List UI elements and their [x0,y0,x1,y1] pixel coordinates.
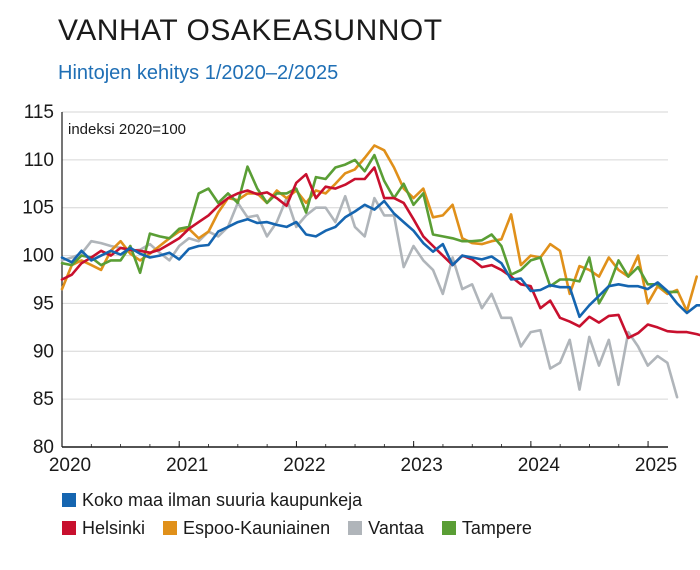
x-tick-label: 2021 [166,455,208,476]
legend-label: Helsinki [82,517,146,538]
series-line-tampere [60,153,679,305]
y-tick-label: 100 [22,246,54,267]
y-tick-label: 95 [33,293,54,314]
legend-label: Koko maa ilman suuria kaupunkeja [82,489,363,510]
x-tick-label: 2020 [49,455,91,476]
line-chart: 80 85 90 95 100 105 110 115 2020 2021 2022 2023 2024… [22,102,700,476]
legend-swatch [62,493,76,507]
chart-subtitle: Hintojen kehitys 1/2020–2/2025 [58,62,339,84]
series-line-helsinki [60,166,700,340]
x-tick-label: 2023 [401,455,443,476]
legend-swatch [62,521,76,535]
legend: Koko maa ilman suuria kaupunkeja Helsink… [62,486,682,542]
y-tick-label: 90 [33,341,54,362]
legend-item: Koko maa ilman suuria kaupunkeja [62,490,362,511]
legend-swatch [441,521,456,535]
legend-item: Helsinki [62,518,145,539]
legend-label: Tampere [461,517,532,538]
chart-title: VANHAT OSAKEASUNNOT [58,14,443,47]
x-tick-label: 2022 [283,455,325,476]
legend-item: Vantaa [348,518,424,539]
legend-label: Espoo-Kauniainen [183,517,331,538]
legend-item: Tampere [441,517,532,539]
y-tick-label: 85 [33,389,54,410]
legend-row: Koko maa ilman suuria kaupunkeja [62,486,682,514]
legend-label: Vantaa [368,517,424,538]
series-line-vantaa [60,194,679,399]
legend-swatch [348,521,363,535]
legend-row: Helsinki Espoo-Kauniainen Vantaa Tampere [62,514,682,542]
x-tick-label: 2024 [518,455,561,476]
series-line-koko-maa-ilman-suuria-kaupunkeja [60,199,700,319]
y-tick-label: 115 [24,102,54,123]
y-tick-label: 110 [24,150,54,171]
legend-item: Espoo-Kauniainen [163,518,330,539]
legend-swatch [163,521,178,535]
index-annotation: indeksi 2020=100 [68,121,186,138]
y-tick-label: 105 [22,198,54,219]
x-tick-label: 2025 [635,455,677,476]
y-tick-label: 80 [33,437,54,458]
